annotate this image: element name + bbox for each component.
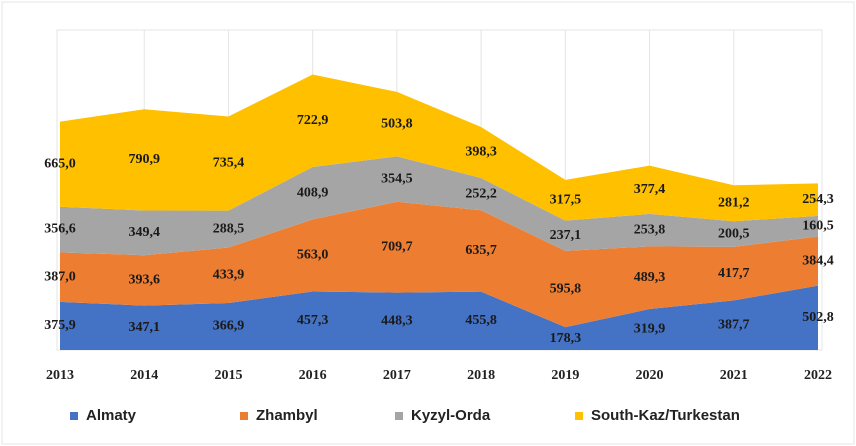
value-label: 503,8 <box>381 116 413 131</box>
value-label: 393,6 <box>128 273 160 288</box>
value-label: 366,9 <box>213 319 245 334</box>
x-tick-label: 2013 <box>46 368 74 383</box>
x-tick-label: 2019 <box>551 368 579 383</box>
value-label: 722,9 <box>297 113 329 128</box>
value-label: 502,8 <box>802 310 834 325</box>
legend-label: Kyzyl-Orda <box>411 407 491 424</box>
value-label: 448,3 <box>381 314 413 329</box>
x-tick-label: 2014 <box>130 368 158 383</box>
value-label: 398,3 <box>465 145 497 160</box>
value-label: 665,0 <box>44 156 76 171</box>
value-label: 347,1 <box>128 320 160 335</box>
value-label: 433,9 <box>213 267 245 282</box>
value-label: 595,8 <box>550 281 582 296</box>
value-label: 709,7 <box>381 239 413 254</box>
value-label: 387,7 <box>718 317 750 332</box>
value-label: 635,7 <box>465 243 497 258</box>
x-tick-label: 2020 <box>636 368 664 383</box>
area <box>60 74 818 222</box>
value-label: 319,9 <box>634 322 666 337</box>
value-label: 384,4 <box>802 253 834 268</box>
area <box>60 285 818 350</box>
value-label: 253,8 <box>634 222 666 237</box>
value-label: 375,9 <box>44 318 76 333</box>
legend-swatch <box>70 412 78 420</box>
value-label: 790,9 <box>128 152 160 167</box>
value-label: 281,2 <box>718 195 750 210</box>
value-label: 252,2 <box>465 186 497 201</box>
legend-swatch <box>575 412 583 420</box>
value-label: 417,7 <box>718 266 750 281</box>
area <box>60 201 818 328</box>
x-tick-label: 2021 <box>720 368 748 383</box>
area <box>60 156 818 256</box>
value-label: 178,3 <box>550 331 582 346</box>
value-label: 317,5 <box>550 192 582 207</box>
value-label: 200,5 <box>718 226 750 241</box>
legend-label: Almaty <box>86 407 137 424</box>
value-label: 160,5 <box>802 218 834 233</box>
value-label: 563,0 <box>297 248 329 263</box>
legend-swatch <box>240 412 248 420</box>
x-tick-label: 2015 <box>214 368 242 383</box>
value-label: 237,1 <box>550 228 582 243</box>
legend-label: South-Kaz/Turkestan <box>591 407 740 424</box>
x-tick-label: 2016 <box>299 368 327 383</box>
x-tick-label: 2017 <box>383 368 411 383</box>
value-label: 349,4 <box>128 225 160 240</box>
legend-label: Zhambyl <box>256 407 318 424</box>
value-label: 254,3 <box>802 192 834 207</box>
value-label: 457,3 <box>297 313 329 328</box>
value-label: 387,0 <box>44 269 76 284</box>
value-label: 489,3 <box>634 270 666 285</box>
value-label: 354,5 <box>381 171 413 186</box>
value-label: 356,6 <box>44 222 76 237</box>
value-label: 377,4 <box>634 182 666 197</box>
x-tick-label: 2018 <box>467 368 495 383</box>
value-label: 735,4 <box>213 156 245 171</box>
value-label: 288,5 <box>213 221 245 236</box>
x-tick-label: 2022 <box>804 368 832 383</box>
value-label: 455,8 <box>465 313 497 328</box>
value-label: 408,9 <box>297 185 329 200</box>
legend-swatch <box>395 412 403 420</box>
